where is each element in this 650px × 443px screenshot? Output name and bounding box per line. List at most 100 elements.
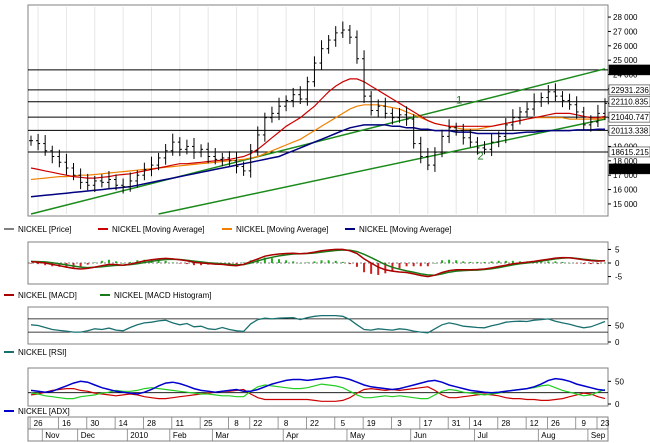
macd-histogram-bar [554, 261, 557, 263]
macd-histogram-bar [263, 257, 266, 263]
macd-histogram-bar [384, 263, 387, 274]
price-level-label: 24322.350 [611, 66, 649, 75]
trendline [158, 118, 606, 215]
x-axis-day-label: 19 [367, 419, 376, 428]
macd-histogram-bar [327, 260, 330, 263]
price-y-tick-label: 25 000 [613, 56, 638, 65]
x-axis-month-label: Jul [478, 431, 488, 440]
adx-y-tick-label: 0 [615, 400, 620, 409]
x-axis-day-label: 14 [473, 419, 482, 428]
macd-histogram-bar [30, 263, 32, 264]
price-level-label: 20113.338 [611, 126, 649, 135]
rsi-plot: 50 0 [28, 314, 624, 347]
moving-averages [30, 78, 606, 198]
macd-histogram-bar [405, 263, 408, 267]
macd-histogram-bar [433, 263, 436, 264]
x-axis-day-label: 5 [341, 419, 346, 428]
macd-histogram-bar [107, 259, 110, 263]
macd-histogram-bar [377, 263, 380, 275]
macd-histogram-bar [270, 258, 273, 263]
macd-histogram-bar [540, 261, 543, 263]
x-axis-day-label: 8 [234, 419, 239, 428]
rsi-panel-frame [27, 306, 609, 345]
macd-histogram-bar [185, 263, 188, 265]
wave-annotation: 2 [477, 150, 483, 162]
macd-histogram-bar [285, 260, 288, 263]
price-level-label: 17438.118 [611, 165, 649, 174]
x-axis-month-label: Apr [286, 431, 299, 440]
x-axis-day-label: 8 [284, 419, 289, 428]
x-axis-month-label: May [350, 431, 365, 440]
macd-histogram-bar [292, 261, 295, 263]
price-level-label: 21040.747 [611, 113, 649, 122]
macd-histogram-bar [278, 259, 281, 263]
macd-line [30, 248, 606, 278]
x-axis-day-label: 14 [119, 419, 128, 428]
macd-histogram-bar [299, 263, 302, 264]
x-axis-day-label: 22 [310, 419, 319, 428]
price-level-label-box [608, 64, 650, 76]
legend-label: NICKEL [Moving Average] [112, 225, 205, 234]
macd-histogram-bar [242, 262, 245, 263]
x-axis-month-label: Sep [591, 431, 606, 440]
x-axis-day-label: 26 [34, 419, 43, 428]
macd-histogram-bar [518, 261, 521, 263]
legend-label: NICKEL [RSI] [18, 348, 67, 357]
wave-annotation: 1 [456, 94, 462, 106]
price-level-label: 22931.236 [611, 86, 649, 95]
x-axis-day-label: 30 [90, 419, 99, 428]
macd-histogram-bar [363, 263, 366, 273]
macd-histogram-bar [306, 262, 309, 263]
macd-y-tick-label: 5 [615, 245, 620, 254]
x-axis-day-label: 16 [62, 419, 71, 428]
macd-histogram-bar [334, 260, 337, 263]
legend-label: NICKEL [Moving Average] [359, 225, 452, 234]
macd-histogram-bar [504, 260, 507, 263]
macd-histogram-bar [398, 263, 401, 269]
legend-label: NICKEL [MACD] [18, 291, 77, 300]
price-level-label-box [608, 146, 650, 158]
price-y-tick-label: 15 000 [613, 200, 638, 209]
macd-histogram-bar [86, 263, 89, 265]
macd-histogram-bar [200, 263, 203, 266]
x-axis-month-label: Dec [81, 431, 95, 440]
x-axis-day-label: 11 [176, 419, 185, 428]
x-axis-day-label: 22 [253, 419, 262, 428]
price-y-tick-label: 27 000 [613, 27, 638, 36]
x-axis-day-label: 9 [582, 419, 587, 428]
macd-histogram-bar [426, 263, 429, 267]
legend-label: NICKEL [MACD Histogram] [114, 291, 212, 300]
macd-histogram-bar [462, 261, 465, 263]
macd-histogram-bar [93, 262, 96, 263]
moving-average-blue [30, 124, 605, 198]
x-axis-month-label: Aug [541, 431, 555, 440]
price-level-label: 22110.835 [611, 98, 649, 107]
macd-histogram-bar [589, 263, 592, 265]
macd-y-tick-label: 0 [615, 259, 620, 268]
price-panel-frame [27, 4, 609, 217]
price-level-label: 18615.215 [611, 148, 649, 157]
macd-histogram-bar [115, 261, 118, 263]
price-y-tick-label: 18 000 [613, 157, 638, 166]
macd-histogram-bar [79, 263, 82, 267]
x-axis-day-label: 23 [601, 419, 610, 428]
macd-histogram-bar [441, 260, 444, 263]
price-level-label-box [608, 125, 650, 136]
macd-legend: NICKEL [MACD] NICKEL [MACD Histogram] [4, 291, 212, 300]
macd-histogram-bar [355, 263, 358, 267]
adx-y-tick-label: 50 [615, 377, 624, 386]
x-axis-day-label: 3 [397, 419, 402, 428]
x-axis-day-label: 28 [501, 419, 510, 428]
rsi-line [30, 314, 606, 334]
adx-panel-frame [27, 367, 609, 407]
macd-histogram-bar [348, 263, 351, 265]
macd-histogram-bar [100, 260, 103, 263]
macd-histogram-bar [122, 263, 125, 264]
macd-histogram-bar [511, 260, 514, 263]
moving-average-red [30, 78, 606, 179]
x-axis-month-label: Nov [45, 431, 59, 440]
rsi-y-tick-label: 50 [615, 322, 624, 331]
x-axis: 26 16 30 14 28 11 25 8 22 8 22 5 19 3 17 31 14 28 12 26 9 23 N… [28, 417, 610, 441]
macd-histogram-bar [44, 263, 47, 266]
minus-di-line [30, 386, 606, 402]
